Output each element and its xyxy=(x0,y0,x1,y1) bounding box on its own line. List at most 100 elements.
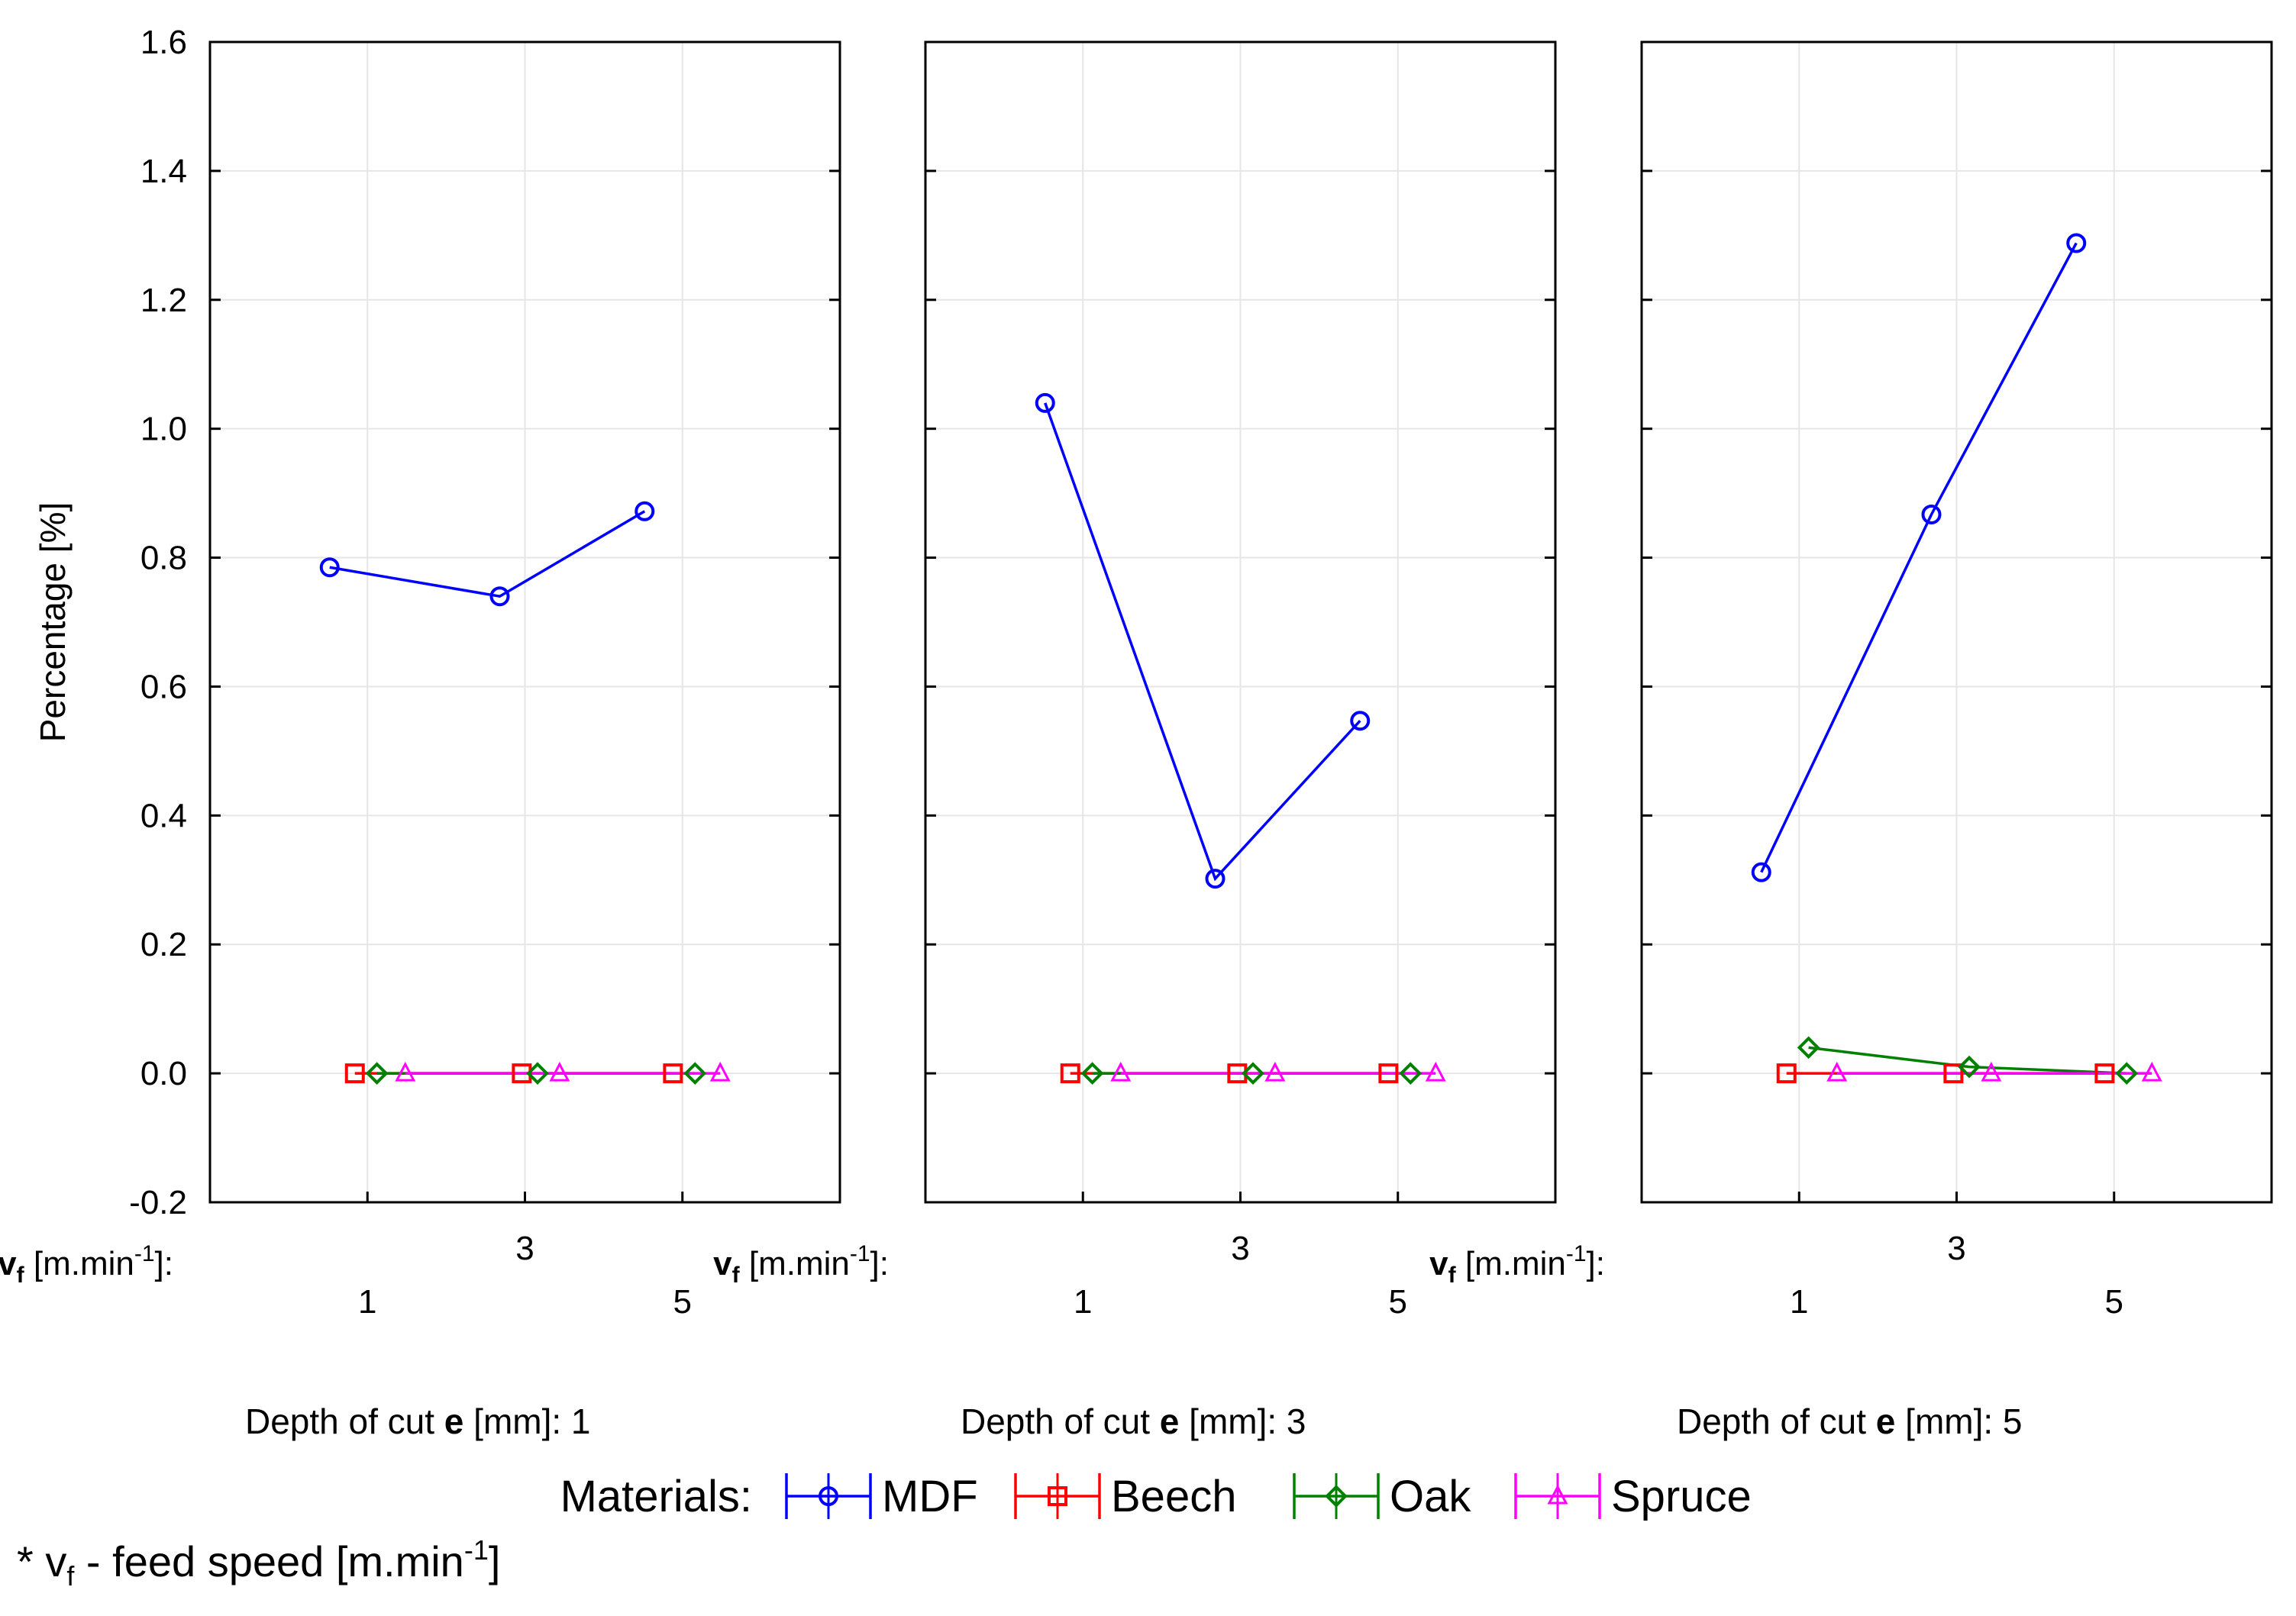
panel-caption-suffix: [mm]: 5 xyxy=(1895,1402,2022,1441)
series-layer xyxy=(319,233,2162,1085)
data-point-mdf xyxy=(489,586,510,607)
data-point-mdf xyxy=(1350,711,1371,731)
legend-item-beech: Beech xyxy=(1014,1472,1236,1521)
x-axis-unit-superscript: -1 xyxy=(134,1241,155,1266)
data-point-spruce xyxy=(1826,1061,1848,1082)
data-point-oak xyxy=(1080,1062,1104,1085)
data-point-oak xyxy=(1958,1055,1981,1079)
panel-caption-variable: e xyxy=(444,1402,464,1441)
data-point-mdf xyxy=(1921,504,1942,524)
y-tick-label: 0.4 xyxy=(140,797,187,834)
data-point-spruce xyxy=(2141,1061,2162,1082)
data-point-beech xyxy=(663,1063,683,1084)
x-axis-variable-subscript: f xyxy=(1448,1263,1457,1288)
data-point-mdf xyxy=(1035,392,1055,413)
legend-label-oak: Oak xyxy=(1390,1472,1471,1521)
panel-caption-variable: e xyxy=(1160,1402,1180,1441)
data-point-mdf xyxy=(1205,869,1226,889)
y-tick-label: 1.4 xyxy=(140,153,187,190)
y-tick-label: 0.6 xyxy=(140,668,187,705)
footnote-superscript: -1 xyxy=(464,1534,489,1566)
panel-caption-prefix: Depth of cut xyxy=(961,1402,1160,1441)
panel-caption-variable: e xyxy=(1876,1402,1896,1441)
grid-layer xyxy=(210,41,2272,1203)
data-point-beech xyxy=(1776,1063,1797,1084)
data-point-spruce xyxy=(709,1061,731,1082)
panel-frames-layer xyxy=(208,40,2273,1204)
data-point-mdf xyxy=(1751,862,1771,882)
panel-caption: Depth of cut e [mm]: 1 xyxy=(245,1402,591,1441)
legend-item-spruce: Spruce xyxy=(1514,1472,1752,1521)
x-tick-label: 5 xyxy=(1389,1283,1407,1321)
data-point-spruce xyxy=(1110,1061,1132,1082)
panel-caption: Depth of cut e [mm]: 3 xyxy=(961,1402,1306,1441)
series-line-mdf xyxy=(1760,242,2078,873)
x-axis-variable-subscript: f xyxy=(732,1263,741,1288)
legend-marker-oak xyxy=(1325,1485,1348,1508)
data-point-spruce xyxy=(1981,1061,2002,1082)
legend-label-beech: Beech xyxy=(1111,1472,1236,1521)
panel-caption-prefix: Depth of cut xyxy=(1677,1402,1876,1441)
x-axis-unit: [m.min xyxy=(1456,1245,1566,1282)
legend-item-mdf: MDF xyxy=(785,1472,978,1521)
panel-caption: Depth of cut e [mm]: 5 xyxy=(1677,1402,2023,1441)
x-tick-label: 3 xyxy=(1231,1230,1249,1267)
panel-caption-prefix: Depth of cut xyxy=(245,1402,444,1441)
text-layer: -0.20.00.20.40.60.81.01.21.41.6vf [m.min… xyxy=(0,24,2123,1592)
data-point-mdf xyxy=(319,557,340,578)
x-axis-variable-label: vf [m.min-1]: xyxy=(0,1241,173,1288)
panel-caption-suffix: [mm]: 1 xyxy=(463,1402,590,1441)
data-point-beech xyxy=(1060,1063,1080,1084)
x-tick-label: 1 xyxy=(358,1283,376,1321)
footnote-subscript: f xyxy=(66,1560,75,1592)
legend-marker-mdf xyxy=(819,1486,838,1506)
x-axis-unit-suffix: ]: xyxy=(1587,1245,1605,1282)
x-axis-unit-superscript: -1 xyxy=(850,1241,870,1266)
legend-label-mdf: MDF xyxy=(882,1472,978,1521)
data-point-oak xyxy=(2115,1062,2139,1085)
y-tick-label: 1.0 xyxy=(140,411,187,448)
x-axis-unit: [m.min xyxy=(24,1245,134,1282)
data-point-spruce xyxy=(549,1061,570,1082)
legend-title: Materials: xyxy=(560,1472,752,1521)
y-tick-label: 1.6 xyxy=(140,24,187,61)
y-tick-label: 0.8 xyxy=(140,540,187,577)
y-axis-title: Percentage [%] xyxy=(33,502,73,743)
footnote-suffix: ] xyxy=(489,1537,501,1585)
y-tick-label: -0.2 xyxy=(129,1184,187,1221)
y-tick-label: 1.2 xyxy=(140,282,187,319)
x-tick-label: 1 xyxy=(1074,1283,1092,1321)
x-axis-variable-symbol: v xyxy=(0,1245,17,1282)
data-point-oak xyxy=(526,1062,549,1085)
x-axis-variable-symbol: v xyxy=(713,1245,732,1282)
footnote-text: - feed speed [m.min xyxy=(74,1537,463,1585)
data-point-mdf xyxy=(635,501,655,521)
data-point-spruce xyxy=(1425,1061,1446,1082)
series-line-mdf xyxy=(329,510,646,598)
x-axis-unit: [m.min xyxy=(740,1245,850,1282)
footnote-prefix: * v xyxy=(17,1537,66,1585)
x-axis-variable-label: vf [m.min-1]: xyxy=(713,1241,889,1288)
data-point-beech xyxy=(344,1063,365,1084)
legend-marker-spruce xyxy=(1547,1484,1568,1505)
legend-item-oak: Oak xyxy=(1293,1472,1471,1521)
data-point-spruce xyxy=(395,1061,416,1082)
x-tick-label: 3 xyxy=(1947,1230,1965,1267)
footnote: * vf - feed speed [m.min-1] xyxy=(17,1534,500,1592)
data-point-oak xyxy=(1399,1062,1422,1085)
x-axis-variable-label: vf [m.min-1]: xyxy=(1429,1241,1605,1288)
data-point-oak xyxy=(683,1062,707,1085)
x-axis-variable-symbol: v xyxy=(1429,1245,1448,1282)
x-tick-label: 5 xyxy=(2105,1283,2123,1321)
x-axis-unit-suffix: ]: xyxy=(155,1245,173,1282)
x-tick-label: 1 xyxy=(1790,1283,1808,1321)
data-point-spruce xyxy=(1264,1061,1286,1082)
data-point-beech xyxy=(2094,1063,2115,1084)
panel-caption-suffix: [mm]: 3 xyxy=(1179,1402,1306,1441)
x-axis-unit-suffix: ]: xyxy=(870,1245,889,1282)
x-axis-unit-superscript: -1 xyxy=(1566,1241,1587,1266)
series-line-oak xyxy=(1808,1046,2127,1075)
y-tick-label: 0.2 xyxy=(140,926,187,963)
data-point-oak xyxy=(1242,1062,1264,1085)
